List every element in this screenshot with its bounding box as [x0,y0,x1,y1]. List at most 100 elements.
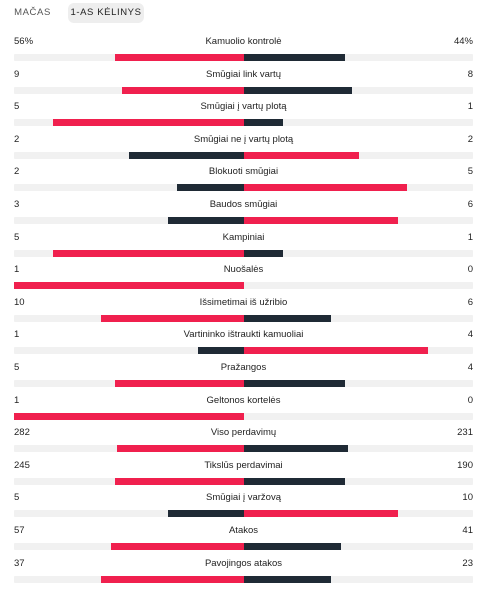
away-value: 10 [462,492,473,504]
away-value: 0 [467,394,473,406]
stat-row: 1 Vartininko ištraukti kamuoliai 4 [0,328,487,360]
stat-row: 37 Pavojingos atakos 23 [0,557,487,589]
home-value: 5 [14,492,20,504]
home-value: 1 [14,264,20,276]
stat-label: Pražangos [220,362,267,373]
stat-label: Nuošalės [223,264,264,276]
away-stat-bar [244,543,341,550]
away-value: 1 [467,101,473,113]
stat-label: Blokuoti smūgiai [208,166,279,178]
stat-row: 9 Smūgiai link vartų 8 [0,68,487,100]
home-value: 1 [14,329,20,341]
stat-label: Smūgiai ne į vartų plotą [193,133,294,145]
home-stat-bar [115,477,244,485]
away-stat-bar [244,347,428,355]
away-value: 41 [462,525,473,536]
stat-row: 57 Atakos 41 [0,524,487,556]
home-value: 2 [14,133,20,145]
away-stat-bar [244,54,345,61]
home-stat-bar [111,543,244,550]
stat-row: 56% Kamuolio kontrolė 44% [0,35,487,67]
stat-label: Išsimetimai iš užribio [199,296,288,308]
away-stat-bar [244,477,345,485]
home-value: 10 [14,296,25,308]
home-value: 5 [14,362,20,373]
home-value: 9 [14,68,20,80]
away-stat-bar [244,575,331,583]
away-stat-bar [244,314,331,322]
home-stat-bar [101,575,244,583]
home-stat-bar [115,380,244,387]
stat-row: 10 Išsimetimai iš užribio 6 [0,296,487,328]
home-value: 56% [14,36,34,47]
home-stat-bar [101,314,244,322]
away-stat-bar [244,184,407,192]
stat-label: Smūgiai į varžovą [206,492,281,504]
away-stat-bar [244,249,283,257]
period-tabs: Mačas 1-as kėlinys [0,0,487,26]
home-stat-bar [129,151,244,159]
stat-label: Vartininko ištraukti kamuoliai [183,329,304,341]
away-value: 2 [467,133,473,145]
away-value: 1 [467,231,473,243]
stat-row: 245 Tikslūs perdavimai 190 [0,459,487,491]
home-stat-bar [14,282,244,290]
stat-label: Baudos smūgiai [209,199,278,210]
away-stat-bar [244,151,359,159]
home-value: 2 [14,166,20,178]
away-value: 4 [467,362,473,373]
stat-label: Kamuolio kontrolė [205,36,282,47]
home-stat-bar [168,217,244,224]
away-stat-bar [244,380,345,387]
stat-row: 3 Baudos smūgiai 6 [0,198,487,230]
home-stat-bar [122,86,244,94]
stat-label: Smūgiai link vartų [206,68,281,80]
home-value: 37 [14,557,25,569]
home-stat-bar [177,184,244,192]
home-value: 3 [14,199,20,210]
away-stat-bar [244,445,348,453]
stat-label: Kampiniai [222,231,265,243]
stat-row: 5 Kampiniai 1 [0,231,487,263]
stat-label: Geltonos kortelės [206,394,281,406]
stat-row: 282 Viso perdavimų 231 [0,426,487,458]
away-stat-bar [244,119,283,127]
stat-label: Pavojingos atakos [204,557,283,569]
away-value: 6 [467,296,473,308]
stat-label: Atakos [228,525,259,536]
away-value: 5 [467,166,473,178]
home-stat-bar [14,412,244,420]
tab-first-half[interactable]: 1-as kėlinys [68,3,144,23]
away-value: 44% [453,36,473,47]
stat-label: Smūgiai į vartų plotą [200,101,287,113]
stat-row: 5 Pražangos 4 [0,361,487,393]
away-value: 6 [467,199,473,210]
tab-match[interactable]: Mačas [14,7,51,18]
home-stat-bar [115,54,244,61]
home-stat-bar [53,249,244,257]
home-stat-bar [53,119,244,127]
away-value: 4 [467,329,473,341]
away-value: 23 [462,557,473,569]
home-value: 57 [14,525,25,536]
away-stat-bar [244,86,352,94]
stat-label: Viso perdavimų [210,427,277,439]
away-value: 8 [467,68,473,80]
home-value: 5 [14,101,20,113]
away-value: 231 [457,427,473,439]
stat-row: 2 Blokuoti smūgiai 5 [0,165,487,197]
stat-row: 1 Geltonos kortelės 0 [0,394,487,426]
away-value: 0 [467,264,473,276]
stat-label: Tikslūs perdavimai [204,459,283,471]
home-stat-bar [198,347,244,355]
home-value: 5 [14,231,20,243]
home-value: 1 [14,394,20,406]
home-stat-bar [117,445,244,453]
stat-row: 1 Nuošalės 0 [0,263,487,295]
stat-row: 5 Smūgiai į vartų plotą 1 [0,100,487,132]
stat-row: 2 Smūgiai ne į vartų plotą 2 [0,133,487,165]
home-value: 245 [14,459,30,471]
away-value: 190 [457,459,473,471]
stat-row: 5 Smūgiai į varžovą 10 [0,491,487,523]
away-stat-bar [244,217,398,224]
